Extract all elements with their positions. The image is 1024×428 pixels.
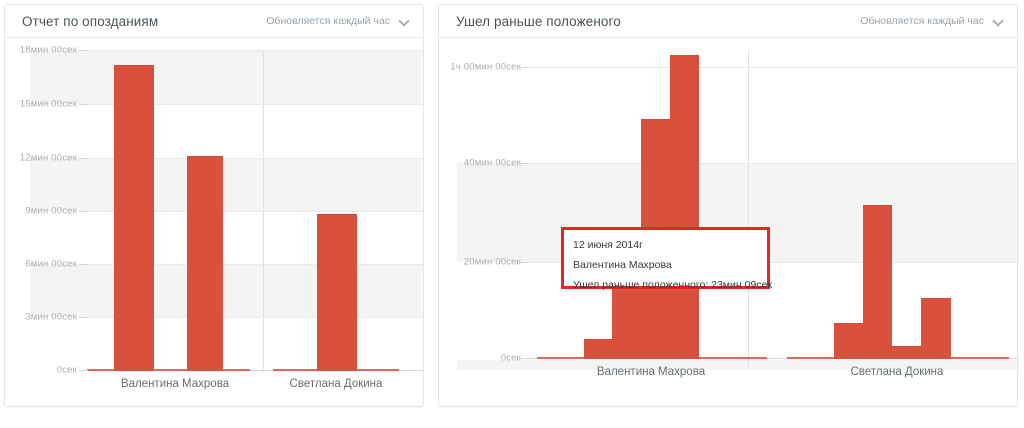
bar[interactable] [670,55,699,359]
bar[interactable] [892,346,921,359]
plot-band [30,50,423,104]
refresh-status-early-leave-report: Обновляется каждый час [860,15,984,27]
y-axis-tick [519,67,528,68]
gridline [87,264,423,265]
chevron-down-icon[interactable] [399,16,410,27]
bar[interactable] [317,214,357,371]
page-title-early-leave-report: Ушел раньше положеного [456,13,621,29]
gridline [527,262,1017,263]
plot-band [457,360,1017,370]
y-axis-tick-label: 12мин 00сек [19,152,77,164]
y-axis-tick [79,317,88,318]
gridline [87,50,423,51]
card-header-actions-early-leave-report[interactable]: Обновляется каждый час [860,15,1004,27]
chart-tooltip: 12 июня 2014г Валентина Махрова Ушел ран… [561,227,772,291]
y-axis-tick [79,370,88,371]
y-axis-tick [79,50,88,51]
x-axis-line [527,358,1017,359]
chevron-down-icon[interactable] [993,16,1004,27]
x-axis-line [87,370,423,371]
y-axis-tick-label: 1ч 00мин 00сек [450,61,521,73]
gridline [87,211,423,212]
y-axis-tick-label: 18мин 00сек [19,44,77,56]
y-axis-tick-label: 40мин 00сек [463,157,521,169]
card-late-report: Отчет по опозданиям Обновляется каждый ч… [4,4,424,407]
group-separator-gridline [748,50,749,370]
gridline [527,163,1017,164]
card-early-leave-report: Ушел раньше положеного Обновляется кажды… [438,4,1018,407]
card-header-late-report: Отчет по опозданиям Обновляется каждый ч… [5,5,423,38]
bar[interactable] [187,156,223,371]
page-title-late-report: Отчет по опозданиям [22,13,159,29]
x-axis-group-label: Светлана Докина [289,378,383,390]
y-axis-tick-label: 9мин 00сек [25,205,77,217]
bar[interactable] [114,65,154,371]
bar[interactable] [863,205,892,359]
card-header-actions-late-report[interactable]: Обновляется каждый час [266,15,410,27]
y-axis-tick [519,358,528,359]
y-axis-tick [79,264,88,265]
plot-area-late-report: 18мин 00сек 15мин 00сек 12мин 00сек 9мин… [5,38,423,406]
gridline [87,104,423,105]
y-axis-tick-label: 20мин 00сек [463,256,521,268]
x-axis-group-label: Светлана Докина [850,366,944,378]
gridline [87,317,423,318]
x-axis-group-label: Валентина Махрова [596,366,706,378]
y-axis-tick-label: 0сек [500,352,521,364]
plot-area-early-leave-report: 1ч 00мин 00сек 40мин 00сек 20мин 00сек 0… [439,38,1017,406]
bar[interactable] [584,339,612,359]
card-header-early-leave-report: Ушел раньше положеного Обновляется кажды… [439,5,1017,38]
y-axis-tick-label: 0сек [56,364,77,376]
gridline [87,158,423,159]
y-axis-tick-label: 3мин 00сек [25,311,77,323]
y-axis-tick [79,104,88,105]
group-separator-gridline [263,50,264,370]
plot-bands-late-report [5,38,423,406]
plot-band [30,158,423,211]
y-axis-tick [519,163,528,164]
y-axis-tick-label: 6мин 00сек [25,258,77,270]
y-axis-tick [519,262,528,263]
tooltip-metric: Ушел раньше положенного: 23мин 09сек [573,279,772,291]
chart-early-leave-report: 1ч 00мин 00сек 40мин 00сек 20мин 00сек 0… [439,38,1017,406]
refresh-status-late-report: Обновляется каждый час [266,15,390,27]
y-axis-tick-label: 15мин 00сек [19,98,77,110]
tooltip-date: 12 июня 2014г [573,239,643,251]
plot-band [30,264,423,317]
gridline [527,67,1017,68]
tooltip-person: Валентина Махрова [573,259,672,271]
x-axis-group-label: Валентина Махрова [120,378,230,390]
bar[interactable] [834,323,863,359]
y-axis-tick [79,211,88,212]
bar[interactable] [921,298,951,359]
series-baseline [87,369,250,371]
y-axis-tick [79,158,88,159]
chart-late-report: 18мин 00сек 15мин 00сек 12мин 00сек 9мин… [5,38,423,406]
